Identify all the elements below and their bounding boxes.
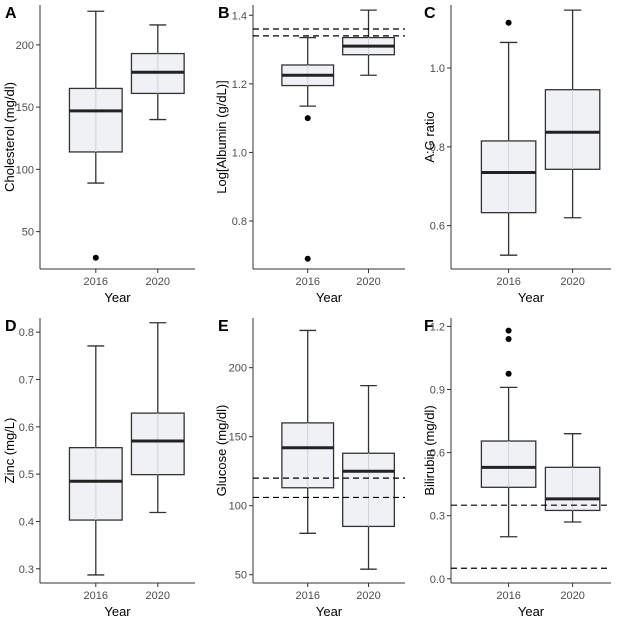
outlier-point	[304, 255, 311, 262]
outlier-point	[304, 115, 311, 122]
x-axis-title: Year	[316, 290, 343, 305]
x-tick-label: 2020	[356, 590, 380, 602]
box-2020	[544, 433, 601, 523]
y-tick-label: 0.6	[19, 422, 34, 434]
y-axis-title: Glucose (mg/dl)	[214, 405, 229, 497]
x-tick-label: 2020	[146, 276, 170, 288]
y-tick-label: 1.0	[430, 63, 445, 75]
y-tick-label: 1.4	[232, 10, 247, 22]
panel-letter: F	[424, 318, 434, 335]
y-axis-title: A:G ratio	[422, 111, 437, 162]
x-tick-label: 2016	[84, 590, 108, 602]
outlier-point	[505, 370, 512, 377]
box-2016	[281, 36, 335, 262]
box-2020	[342, 9, 396, 76]
panel-A: A 50 100 150 200 2016 2020 Year Cholesterol (mg/…	[2, 5, 195, 305]
x-tick-label: 2020	[146, 590, 170, 602]
y-tick-label: 0.0	[430, 574, 445, 586]
y-tick-label: 0.8	[19, 327, 34, 339]
y-tick-label: 0.6	[430, 221, 445, 233]
y-tick-label: 200	[16, 40, 34, 52]
y-axis-title: Bilirubin (mg/dl)	[422, 405, 437, 495]
y-tick-label: 0.7	[19, 375, 34, 387]
box-2016	[68, 10, 123, 261]
y-tick-label: 0.6	[430, 448, 445, 460]
y-tick-label: 150	[16, 102, 34, 114]
y-tick-label: 0.3	[19, 564, 34, 576]
panel-letter: D	[5, 318, 17, 335]
box-2016	[480, 327, 537, 538]
panel-C: C 0.6 0.8 1.0 2016 2020 Year A:G ratio	[422, 5, 611, 305]
x-axis-title: Year	[316, 604, 343, 619]
outlier-point	[92, 254, 99, 261]
x-tick-label: 2016	[496, 276, 520, 288]
panel-letter: C	[424, 5, 436, 22]
panel-D: D 0.3 0.4 0.5 0.6 0.7 0.8 2016 2020 Year Zinc (mg/…	[2, 318, 195, 619]
x-axis-title: Year	[518, 290, 545, 305]
x-axis-title: Year	[518, 604, 545, 619]
box-2020	[544, 9, 601, 219]
x-tick-label: 2020	[356, 276, 380, 288]
x-tick-label: 2016	[295, 276, 319, 288]
x-tick-label: 2020	[560, 590, 584, 602]
outlier-point	[505, 336, 512, 343]
box-2016	[281, 329, 335, 534]
x-axis-title: Year	[104, 604, 131, 619]
y-tick-label: 0.9	[430, 385, 445, 397]
outlier-point	[505, 327, 512, 334]
outlier-point	[505, 19, 512, 26]
panel-F: F 0.0 0.3 0.6 0.9 1.2 2016 2020 Year Bilirubin (m…	[422, 318, 611, 619]
y-axis-title: Cholesterol (mg/dl)	[2, 82, 17, 192]
box-2020	[130, 24, 185, 121]
y-tick-label: 1.2	[232, 79, 247, 91]
y-tick-label: 100	[229, 501, 247, 513]
panel-E: E 50 100 150 200 2016 2020 Year Glucose (mg/dl)	[214, 318, 405, 619]
y-tick-label: 0.8	[232, 216, 247, 228]
x-axis-title: Year	[104, 290, 131, 305]
y-tick-label: 200	[229, 363, 247, 375]
x-tick-label: 2016	[496, 590, 520, 602]
box-2020	[130, 322, 185, 514]
y-tick-label: 0.4	[19, 516, 34, 528]
panel-letter: E	[218, 318, 229, 335]
panel-letter: A	[5, 5, 17, 22]
y-tick-label: 150	[229, 432, 247, 444]
y-tick-label: 50	[235, 570, 247, 582]
panel-B: B 0.8 1.0 1.2 1.4 2016 2020 Year Log[Albumin (g/…	[214, 5, 405, 305]
panel-letter: B	[218, 5, 230, 22]
y-tick-label: 50	[22, 227, 34, 239]
y-tick-label: 0.5	[19, 469, 34, 481]
box-2016	[480, 19, 537, 256]
y-tick-label: 100	[16, 164, 34, 176]
box-2016	[68, 345, 123, 576]
x-tick-label: 2016	[84, 276, 108, 288]
box-2020	[342, 384, 396, 570]
x-tick-label: 2020	[560, 276, 584, 288]
y-axis-title: Log[Albumin (g/dL)]	[214, 80, 229, 193]
y-tick-label: 1.0	[232, 147, 247, 159]
y-tick-label: 0.3	[430, 511, 445, 523]
y-tick-label: 1.2	[430, 321, 445, 333]
y-axis-title: Zinc (mg/L)	[2, 418, 17, 484]
y-tick-label: 0.8	[430, 142, 445, 154]
x-tick-label: 2016	[295, 590, 319, 602]
